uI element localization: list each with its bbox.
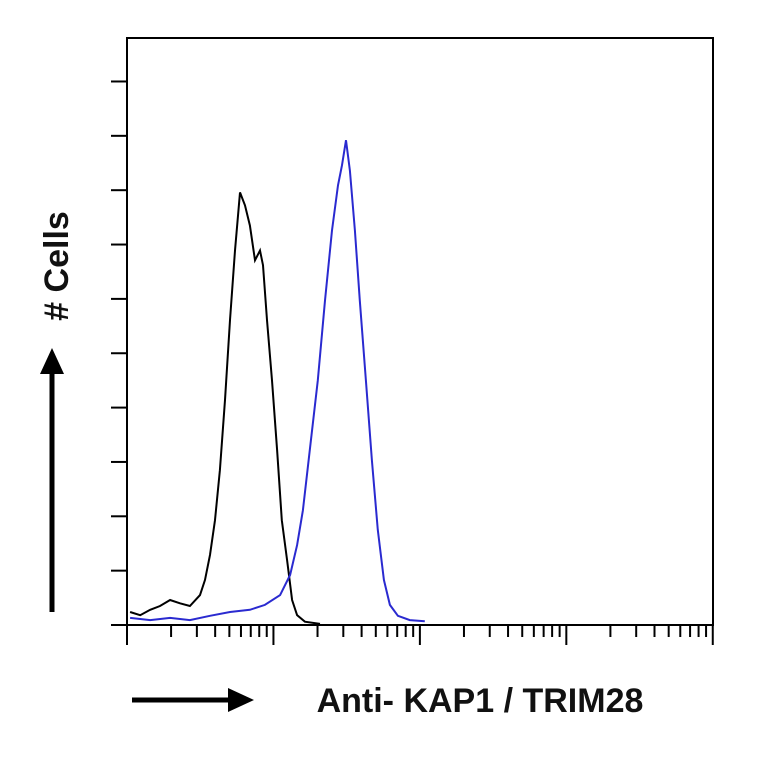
y-axis-label: # Cells xyxy=(38,211,76,321)
histogram-line xyxy=(129,192,321,625)
x-arrowhead xyxy=(228,688,254,712)
plot-frame xyxy=(126,37,714,626)
histogram-line xyxy=(129,140,425,623)
y-arrowhead xyxy=(40,348,64,374)
x-axis-label: Anti- KAP1 / TRIM28 xyxy=(317,682,644,720)
